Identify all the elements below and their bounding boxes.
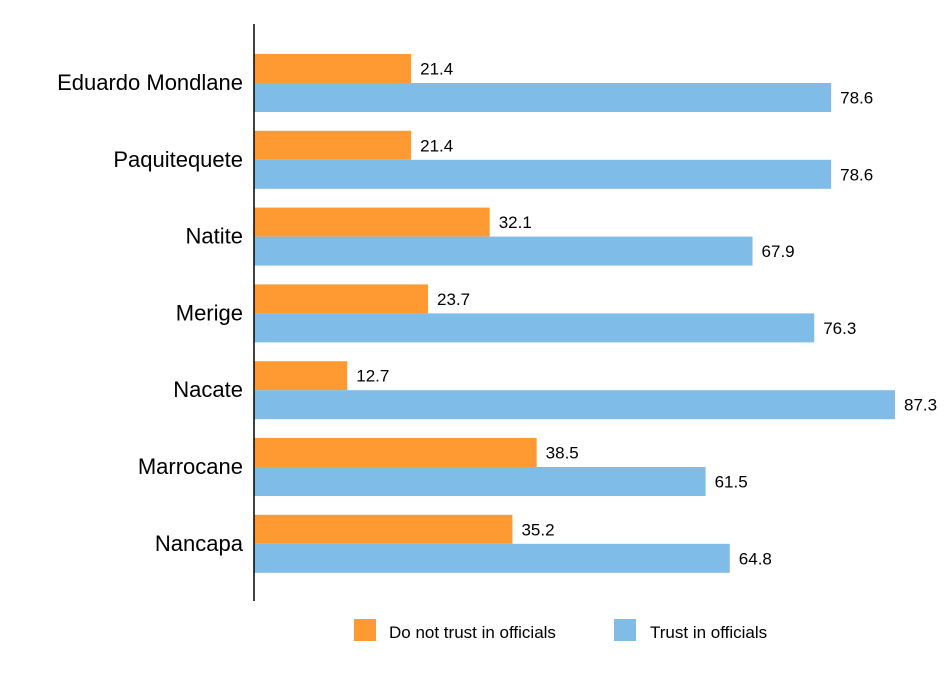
data-label: 23.7	[437, 290, 470, 309]
value-labels: 21.4 78.6 21.4 78.6 32.1 67.9 23.7 76.3 12.7 87.3…	[356, 60, 937, 569]
category-label: Nacate	[173, 377, 243, 402]
data-label: 87.3	[904, 396, 937, 415]
bar-do-not-trust	[254, 438, 537, 467]
bar-do-not-trust	[254, 284, 429, 314]
legend-label: Do not trust in officials	[389, 623, 556, 642]
data-label: 38.5	[546, 444, 579, 463]
category-label: Merige	[176, 300, 243, 325]
category-labels: Eduardo Mondlane Paquitequete Natite Merige…	[57, 70, 244, 556]
bar-do-not-trust	[254, 130, 412, 160]
data-label: 21.4	[420, 136, 453, 155]
data-label: 35.2	[521, 520, 554, 539]
data-label: 32.1	[499, 213, 532, 232]
category-label: Marrocane	[138, 454, 243, 479]
bar-do-not-trust	[254, 207, 490, 237]
legend-swatch	[614, 619, 636, 641]
data-label: 21.4	[420, 60, 453, 79]
data-label: 12.7	[356, 367, 389, 386]
bar-trust	[254, 159, 832, 189]
legend: Do not trust in officials Trust in offici…	[354, 619, 767, 642]
data-label: 78.6	[840, 89, 873, 108]
bar-do-not-trust	[254, 361, 348, 391]
category-label: Eduardo Mondlane	[57, 70, 243, 95]
category-label: Natite	[186, 224, 243, 249]
data-label: 61.5	[715, 473, 748, 492]
bar-do-not-trust	[254, 54, 412, 83]
bar-trust	[254, 543, 730, 573]
bar-trust	[254, 236, 753, 266]
data-label: 67.9	[762, 242, 795, 261]
data-label: 78.6	[840, 165, 873, 184]
category-label: Paquitequete	[113, 147, 243, 172]
bar-trust	[254, 83, 832, 112]
legend-swatch	[354, 619, 376, 641]
bar-trust	[254, 390, 895, 420]
data-label: 76.3	[823, 319, 856, 338]
bars-group	[254, 54, 895, 573]
data-label: 64.8	[739, 549, 772, 568]
bar-trust	[254, 313, 815, 343]
category-label: Nancapa	[155, 531, 244, 556]
bar-trust	[254, 467, 706, 496]
legend-label: Trust in officials	[650, 623, 767, 642]
bar-do-not-trust	[254, 514, 513, 544]
